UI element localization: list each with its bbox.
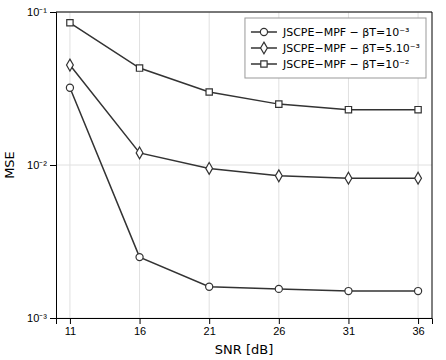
plot-frame xyxy=(432,12,433,318)
axis-line xyxy=(57,319,433,325)
marker xyxy=(415,287,422,294)
marker xyxy=(67,20,73,26)
y-axis-title: MSE xyxy=(2,151,17,179)
marker xyxy=(136,65,142,71)
marker xyxy=(345,287,352,294)
marker xyxy=(136,254,143,261)
legend-marker xyxy=(261,42,268,54)
tick: 10⁻¹ xyxy=(27,6,56,18)
series-group xyxy=(66,20,421,295)
marker xyxy=(275,285,282,292)
marker xyxy=(206,283,213,290)
tick: 11 xyxy=(65,318,76,337)
tick-mark xyxy=(70,318,71,324)
tick-mark xyxy=(418,318,419,324)
tick: 26 xyxy=(273,318,285,337)
tick-label: 10⁻³ xyxy=(27,312,47,324)
tick-label: 10⁻² xyxy=(27,159,47,171)
marker xyxy=(206,163,213,175)
chart: 11 16 21 26 31 36 10⁻³ 10⁻² 10⁻¹ JSCPE−MPF − βT=1… xyxy=(0,0,446,360)
tick: 10⁻³ xyxy=(27,312,56,324)
tick: 16 xyxy=(134,318,146,337)
legend-item: JSCPE−MPF − βT=10⁻³ xyxy=(251,26,410,39)
marker xyxy=(345,172,352,184)
series-line xyxy=(70,65,418,178)
marker xyxy=(67,59,74,71)
marker xyxy=(415,106,421,112)
legend-marker xyxy=(260,28,267,35)
marker xyxy=(275,170,282,182)
legend-box xyxy=(245,18,426,78)
tick-label: 21 xyxy=(204,325,216,337)
series-line xyxy=(70,88,418,291)
tick-label: 31 xyxy=(343,325,355,337)
legend-item: JSCPE−MPF − βT=10⁻² xyxy=(251,58,410,71)
tick: 10⁻² xyxy=(27,159,56,171)
plot: 11 16 21 26 31 36 10⁻³ 10⁻² 10⁻¹ JSCPE−MPF − βT=1… xyxy=(27,6,432,337)
x-axis-title: SNR [dB] xyxy=(215,342,273,357)
tick-mark xyxy=(50,318,56,319)
marker xyxy=(415,172,422,184)
tick-mark xyxy=(50,12,56,13)
legend-label: JSCPE−MPF − βT=10⁻² xyxy=(282,58,410,71)
tick-label: 11 xyxy=(65,325,76,337)
marker xyxy=(206,89,212,95)
tick: 36 xyxy=(412,318,424,337)
y-axis: 10⁻³ 10⁻² 10⁻¹ xyxy=(27,6,56,324)
grid-line-y xyxy=(56,165,432,166)
grid xyxy=(56,12,432,318)
grid-line-y xyxy=(56,12,432,13)
marker xyxy=(136,147,143,159)
legend: JSCPE−MPF − βT=10⁻³ JSCPE−MPF − βT=5.10⁻³… xyxy=(245,18,426,78)
series-line xyxy=(70,23,418,110)
legend-label: JSCPE−MPF − βT=5.10⁻³ xyxy=(282,42,420,55)
marker xyxy=(66,84,73,91)
tick-mark xyxy=(140,318,141,324)
legend-item: JSCPE−MPF − βT=5.10⁻³ xyxy=(251,42,420,55)
tick-label: 26 xyxy=(273,325,285,337)
marker xyxy=(345,106,351,112)
marker xyxy=(276,101,282,107)
plot-frame xyxy=(56,12,432,13)
tick-mark xyxy=(50,165,56,166)
tick-mark xyxy=(279,318,280,324)
tick: 21 xyxy=(204,318,216,337)
tick-label: 36 xyxy=(412,325,424,337)
x-axis: 11 16 21 26 31 36 xyxy=(57,318,433,337)
tick: 31 xyxy=(343,318,355,337)
tick-label: 16 xyxy=(134,325,146,337)
legend-label: JSCPE−MPF − βT=10⁻³ xyxy=(282,26,410,39)
tick-label: 10⁻¹ xyxy=(27,6,47,18)
legend-marker xyxy=(261,61,267,67)
tick-mark xyxy=(348,318,349,324)
axis-line xyxy=(50,13,57,319)
tick-mark xyxy=(209,318,210,324)
